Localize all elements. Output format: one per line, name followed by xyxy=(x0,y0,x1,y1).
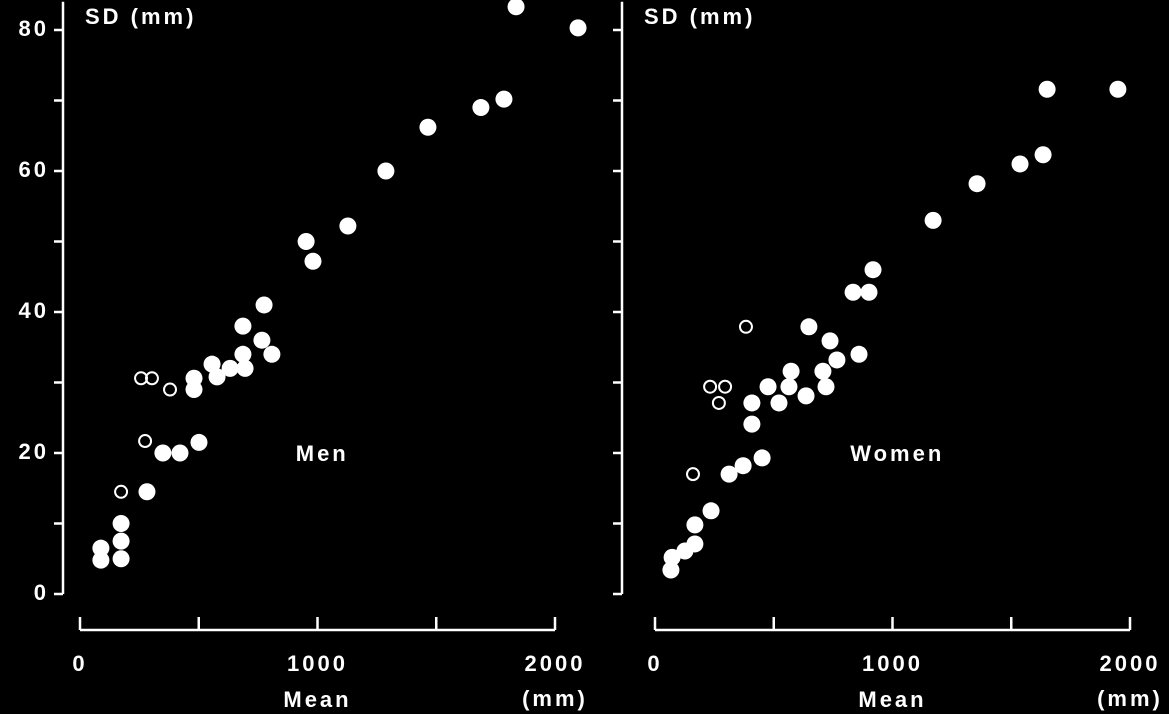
y-tick-label: 40 xyxy=(19,298,49,323)
data-point xyxy=(221,359,239,377)
data-point xyxy=(171,444,189,462)
data-point xyxy=(208,368,226,386)
data-point xyxy=(1109,80,1127,98)
data-point xyxy=(339,217,357,235)
data-point xyxy=(138,483,156,501)
data-point xyxy=(112,550,130,568)
data-point xyxy=(144,371,159,386)
x-axis-label: Mean xyxy=(283,687,351,712)
data-point xyxy=(703,379,718,394)
data-point xyxy=(114,484,129,499)
data-point xyxy=(1011,155,1029,173)
data-point xyxy=(419,118,437,136)
data-point xyxy=(711,395,726,410)
data-point xyxy=(253,331,271,349)
x-tick-label: 1000 xyxy=(862,651,923,676)
data-point xyxy=(263,345,281,363)
annotation: Men xyxy=(296,441,349,466)
x-tick-label: 0 xyxy=(647,651,662,676)
data-point xyxy=(495,90,513,108)
x-tick-label: 0 xyxy=(72,651,87,676)
data-point xyxy=(759,378,777,396)
data-point xyxy=(753,449,771,467)
data-point xyxy=(472,99,490,117)
data-point xyxy=(297,233,315,250)
y-axis-label: SD (mm) xyxy=(85,4,196,29)
data-point xyxy=(770,394,788,412)
data-point xyxy=(663,548,681,566)
data-point xyxy=(507,0,525,16)
x-axis-label: Mean xyxy=(858,687,926,712)
data-point xyxy=(860,283,878,301)
x-tick-label: 1000 xyxy=(287,651,348,676)
data-point xyxy=(821,332,839,350)
annotation: Women xyxy=(850,441,944,466)
data-point xyxy=(662,561,680,579)
data-point xyxy=(569,19,587,37)
data-point xyxy=(154,444,172,462)
data-point xyxy=(718,379,733,394)
data-point xyxy=(304,252,322,270)
data-point xyxy=(134,371,149,386)
data-point xyxy=(743,394,761,412)
data-point xyxy=(738,319,753,334)
data-point xyxy=(828,351,846,369)
data-point xyxy=(234,317,252,335)
data-point xyxy=(1034,146,1052,164)
data-point xyxy=(702,502,720,520)
data-point xyxy=(112,515,130,532)
data-point xyxy=(686,467,700,482)
data-point xyxy=(236,359,254,377)
data-point xyxy=(190,433,208,451)
data-point xyxy=(185,369,203,387)
data-point xyxy=(92,551,110,569)
data-point xyxy=(782,362,800,380)
data-point xyxy=(255,296,273,314)
data-point xyxy=(797,387,815,405)
data-point xyxy=(850,345,868,363)
x-axis-unit: (mm) xyxy=(1097,686,1163,711)
data-point xyxy=(163,382,178,397)
data-point xyxy=(686,535,704,553)
data-point xyxy=(686,516,704,534)
data-point xyxy=(817,378,835,396)
data-point xyxy=(92,539,110,557)
data-point xyxy=(234,345,252,363)
data-point xyxy=(924,211,942,229)
data-point xyxy=(1038,80,1056,98)
y-tick-label: 20 xyxy=(19,439,49,464)
data-point xyxy=(968,175,986,193)
x-tick-label: 2000 xyxy=(525,651,586,676)
x-axis-unit: (mm) xyxy=(522,686,588,711)
data-point xyxy=(377,162,395,180)
data-point xyxy=(814,362,832,380)
y-axis-label: SD (mm) xyxy=(644,4,755,29)
data-point xyxy=(112,532,130,550)
data-point xyxy=(720,465,738,483)
data-point xyxy=(844,283,862,301)
data-point xyxy=(734,457,752,475)
x-tick-label: 2000 xyxy=(1100,651,1161,676)
data-point xyxy=(743,415,761,433)
data-point xyxy=(800,318,818,336)
y-tick-label: 60 xyxy=(19,157,49,182)
y-tick-label: 0 xyxy=(34,580,49,605)
data-point xyxy=(864,261,882,279)
data-point xyxy=(138,434,153,449)
y-tick-label: 80 xyxy=(19,16,49,41)
data-point xyxy=(780,378,798,396)
